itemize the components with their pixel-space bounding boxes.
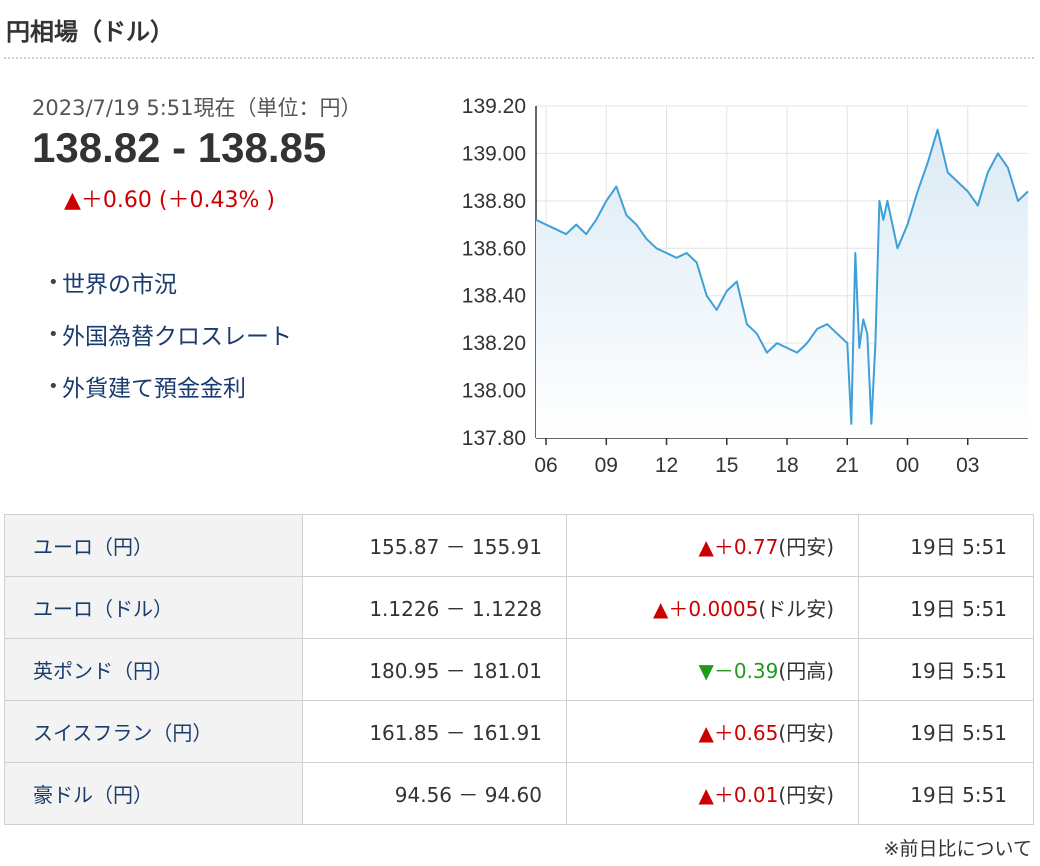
currency-change: ▲＋0.77 (698, 535, 779, 559)
x-tick-label: 03 (956, 454, 979, 477)
y-tick-label: 138.80 (462, 190, 526, 213)
table-row: ユーロ（円） 155.87 － 155.91 ▲＋0.77(円安) 19日 5:51 (4, 514, 1034, 577)
currency-value: 94.56 － 94.60 (302, 762, 567, 825)
page-title: 円相場（ドル） (6, 18, 174, 46)
cross-rates-link[interactable]: 外国為替クロスレート (62, 324, 292, 350)
quote-timestamp: 2023/7/19 5:51現在（単位：円） (32, 96, 362, 120)
y-tick-label: 138.20 (462, 332, 526, 355)
y-tick-label: 138.40 (462, 285, 526, 308)
currency-time: 19日 5:51 (858, 576, 1034, 639)
currency-change-cell: ▲＋0.65(円安) (566, 700, 859, 763)
deposit-rates-link[interactable]: 外貨建て預金金利 (62, 376, 246, 402)
x-tick-label: 18 (775, 454, 798, 477)
cross-rates-table: ユーロ（円） 155.87 － 155.91 ▲＋0.77(円安) 19日 5:51 ユ… (4, 514, 1034, 825)
currency-change-note: (円安) (778, 721, 834, 745)
y-tick-label: 138.00 (462, 380, 526, 403)
currency-change-note: (円安) (778, 783, 834, 807)
currency-change-cell: ▲＋0.0005(ドル安) (566, 576, 859, 639)
currency-time: 19日 5:51 (858, 700, 1034, 763)
currency-change-note: (円高) (778, 659, 834, 683)
table-row: 豪ドル（円） 94.56 － 94.60 ▲＋0.01(円安) 19日 5:51 (4, 762, 1034, 825)
currency-change-cell: ▲＋0.77(円安) (566, 514, 859, 577)
currency-time: 19日 5:51 (858, 638, 1034, 701)
x-tick-label: 09 (595, 454, 618, 477)
related-links: • 世界の市況 • 外国為替クロスレート • 外貨建て預金金利 (48, 256, 292, 412)
bullet-icon: • (48, 375, 59, 397)
currency-name[interactable]: 豪ドル（円） (4, 762, 303, 825)
currency-value: 1.1226 － 1.1228 (302, 576, 567, 639)
bullet-icon: • (48, 271, 59, 293)
currency-change-note: (ドル安) (758, 597, 834, 621)
price-area (536, 129, 1028, 438)
currency-name[interactable]: ユーロ（ドル） (4, 576, 303, 639)
table-row: 英ポンド（円） 180.95 － 181.01 ▼－0.39(円高) 19日 5:51 (4, 638, 1034, 701)
x-tick-label: 12 (655, 454, 678, 477)
currency-value: 161.85 － 161.91 (302, 700, 567, 763)
currency-name[interactable]: スイスフラン（円） (4, 700, 303, 763)
currency-change: ▼－0.39 (698, 659, 779, 683)
y-tick-label: 139.00 (462, 142, 526, 165)
currency-time: 19日 5:51 (858, 762, 1034, 825)
table-row: スイスフラン（円） 161.85 － 161.91 ▲＋0.65(円安) 19日 5:… (4, 700, 1034, 763)
x-tick-label: 15 (715, 454, 738, 477)
currency-change-note: (円安) (778, 535, 834, 559)
price-chart-svg: 139.20 139.00 138.80 138.60 138.40 138.20 138.… (462, 95, 1029, 477)
x-tick-label: 06 (534, 454, 557, 477)
quote-rate: 138.82 - 138.85 (32, 124, 327, 171)
x-tick-label: 21 (836, 454, 859, 477)
y-tick-label: 137.80 (462, 427, 526, 450)
quote-change: ▲＋0.60 (＋0.43% ) (64, 188, 275, 213)
currency-name[interactable]: 英ポンド（円） (4, 638, 303, 701)
link-item: • 世界の市況 (48, 256, 292, 308)
y-tick-label: 138.60 (462, 237, 526, 260)
world-markets-link[interactable]: 世界の市況 (62, 272, 177, 298)
currency-value: 155.87 － 155.91 (302, 514, 567, 577)
bullet-icon: • (48, 323, 59, 345)
currency-change: ▲＋0.0005 (653, 597, 759, 621)
currency-change: ▲＋0.01 (698, 783, 779, 807)
currency-name[interactable]: ユーロ（円） (4, 514, 303, 577)
currency-change-cell: ▼－0.39(円高) (566, 638, 859, 701)
change-note-link[interactable]: ※前日比について (883, 838, 1032, 860)
link-item: • 外国為替クロスレート (48, 308, 292, 360)
currency-change-cell: ▲＋0.01(円安) (566, 762, 859, 825)
currency-value: 180.95 － 181.01 (302, 638, 567, 701)
title-divider (4, 57, 1034, 59)
currency-change: ▲＋0.65 (698, 721, 779, 745)
price-chart: 139.20 139.00 138.80 138.60 138.40 138.20 138.… (438, 94, 1038, 494)
table-row: ユーロ（ドル） 1.1226 － 1.1228 ▲＋0.0005(ドル安) 19日 5… (4, 576, 1034, 639)
link-item: • 外貨建て預金金利 (48, 360, 292, 412)
price-line (535, 128, 1029, 425)
x-tick-label: 00 (896, 454, 919, 477)
y-tick-label: 139.20 (462, 95, 526, 118)
currency-time: 19日 5:51 (858, 514, 1034, 577)
